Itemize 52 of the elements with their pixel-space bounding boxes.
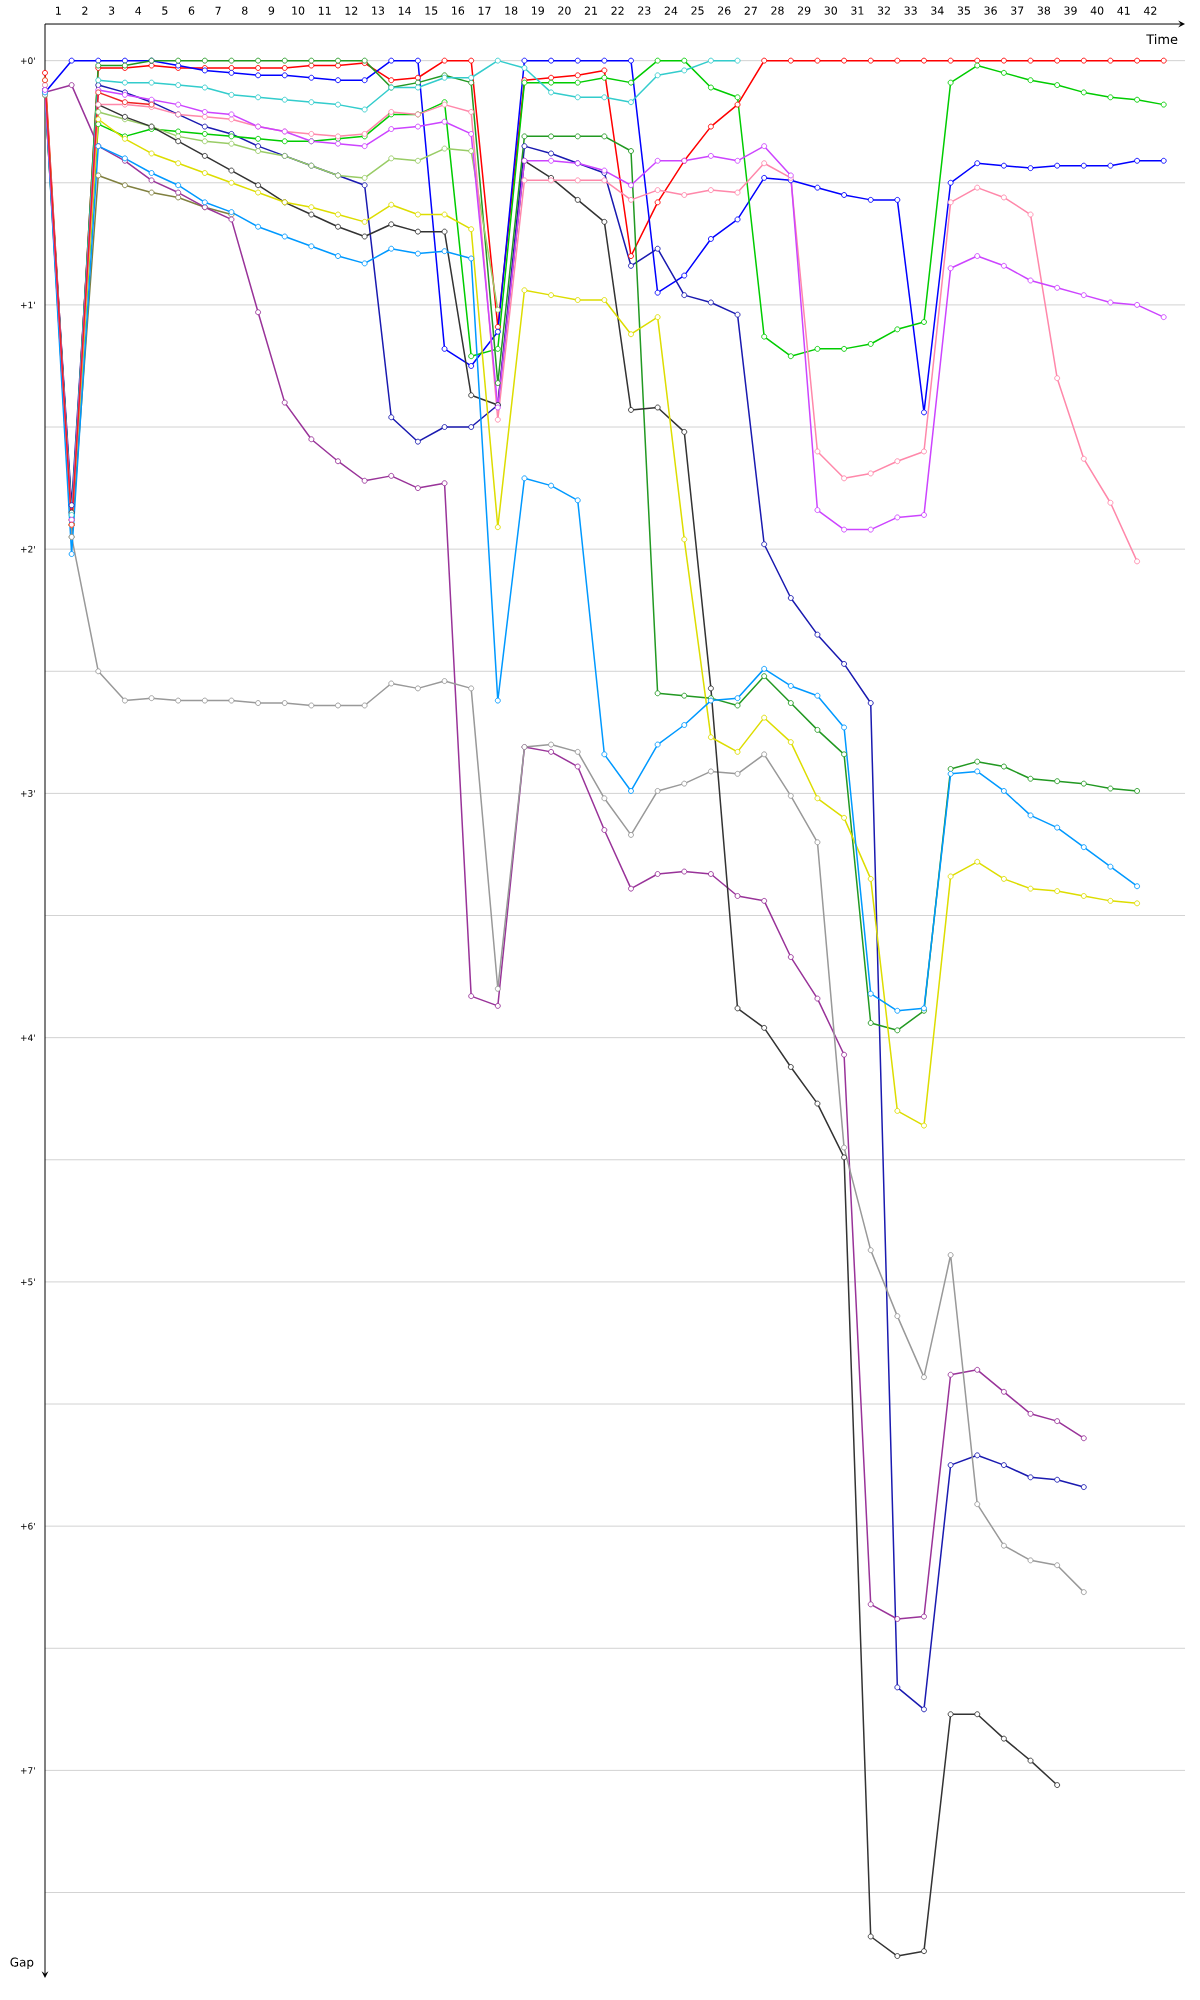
x-tick-label: 14 (398, 6, 411, 15)
x-tick-label: 40 (1090, 6, 1104, 15)
x-tick-label: 8 (242, 6, 248, 15)
x-tick-label: 1 (56, 6, 61, 15)
x-tick-label: 34 (931, 6, 944, 15)
x-tick-label: 25 (691, 6, 704, 15)
x-tick-label: 12 (345, 6, 358, 15)
x-tick-label: 26 (718, 6, 731, 15)
x-tick-label: 42 (1143, 6, 1157, 15)
x-tick-label: 9 (268, 6, 275, 15)
x-tick-label: 31 (851, 6, 864, 15)
x-tick-label: 28 (771, 6, 784, 15)
x-tick-label: 10 (292, 6, 305, 15)
x-tick-label: 30 (824, 6, 838, 15)
x-tick-label: 36 (984, 6, 997, 15)
x-tick-label: 21 (584, 6, 597, 15)
x-tick-label: 22 (611, 6, 624, 15)
x-tick-label: 13 (372, 6, 385, 15)
x-tick-label: 6 (188, 6, 195, 15)
x-tick-label: 41 (1117, 6, 1130, 15)
x-tick-label: 15 (425, 6, 438, 15)
x-tick-label: 29 (797, 6, 811, 15)
x-tick-label: 35 (957, 6, 970, 15)
x-tick-label: 23 (638, 6, 651, 15)
x-tick-label: 7 (215, 6, 221, 15)
x-tick-label: 19 (532, 6, 544, 15)
x-tick-label: 17 (478, 6, 491, 15)
x-tick-label: 32 (877, 6, 890, 15)
y-axis-title: Gap (10, 1957, 34, 1969)
x-tick-label: 24 (664, 6, 678, 15)
x-tick-label: 38 (1037, 6, 1051, 15)
x-tick-label: 5 (162, 6, 168, 15)
x-tick-label: 4 (135, 6, 142, 15)
x-tick-label: 37 (1011, 6, 1024, 15)
x-tick-label: 16 (452, 6, 465, 15)
y-tick-label: +5' (20, 1278, 35, 1286)
x-axis-title: Time (1146, 34, 1178, 45)
y-tick-label: +7' (20, 1767, 35, 1774)
x-tick-label: 20 (558, 6, 571, 15)
x-tick-label: 33 (904, 6, 917, 15)
y-tick-label: +2' (20, 545, 35, 553)
y-tick-label: +4' (20, 1034, 35, 1041)
x-tick-label: 18 (505, 6, 518, 15)
y-tick-label: +0' (20, 57, 35, 65)
x-tick-label: 27 (744, 6, 757, 15)
y-tick-label: +3' (20, 790, 35, 797)
x-tick-label: 3 (108, 6, 115, 15)
x-tick-label: 11 (318, 6, 331, 15)
x-tick-label: 39 (1064, 6, 1077, 15)
y-tick-label: +6' (20, 1522, 35, 1530)
x-tick-label: 2 (82, 6, 88, 15)
y-tick-label: +1' (20, 301, 35, 309)
